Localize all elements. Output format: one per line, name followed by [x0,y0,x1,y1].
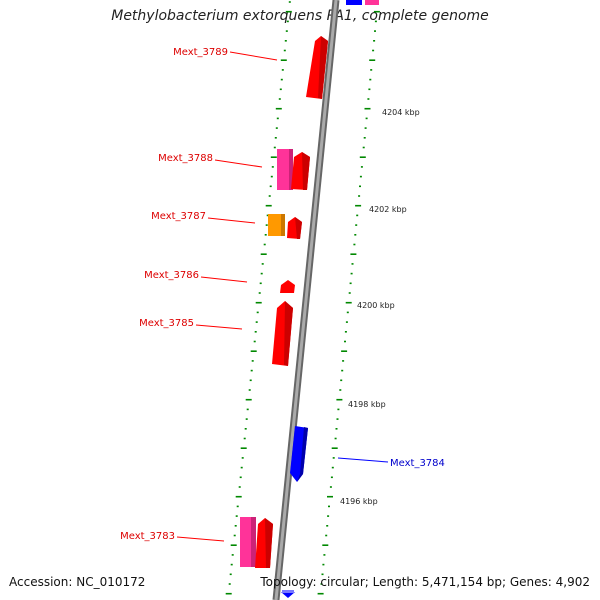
gene-label-mext-3784[interactable]: Mext_3784 [390,458,445,469]
right-tick-track [317,1,380,595]
gene-arrow-pink-2[interactable] [240,517,256,567]
gene-label-mext-3786[interactable]: Mext_3786 [144,270,199,281]
gene-arrow-mext-3784[interactable] [290,426,308,482]
gene-arrow-mext-3786[interactable] [280,280,295,293]
accession-text: Accession: NC_010172 [9,575,146,589]
kbp-label-4202: 4202 kbp [369,205,407,214]
gene-arrow-mext-3783[interactable] [255,518,273,568]
gene-label-mext-3788[interactable]: Mext_3788 [158,153,213,164]
gene-label-mext-3789[interactable]: Mext_3789 [173,47,228,58]
left-tick-track [225,1,292,595]
gene-arrow-mext-3789[interactable] [306,36,328,99]
kbp-label-4200: 4200 kbp [357,301,395,310]
gene-leader-lines [176,51,389,542]
gene-label-mext-3785[interactable]: Mext_3785 [139,318,194,329]
gene-label-mext-3783[interactable]: Mext_3783 [120,531,175,542]
gene-arrow-mext-3788[interactable] [291,152,310,190]
genome-summary-text: Topology: circular; Length: 5,471,154 bp… [260,575,590,589]
kbp-label-4204: 4204 kbp [382,108,420,117]
top-partial-features [346,0,379,5]
map-title: Methylobacterium extorquens PA1, complet… [111,8,489,24]
kbp-label-4196: 4196 kbp [340,497,378,506]
gene-label-mext-3787[interactable]: Mext_3787 [151,211,206,222]
genome-backbone [272,0,340,600]
kbp-label-4198: 4198 kbp [348,400,386,409]
gene-arrow-pink-1[interactable] [277,149,293,190]
bottom-partial-feature [281,590,295,598]
gene-arrow-mext-3785[interactable] [272,301,293,366]
gene-arrow-orange[interactable] [268,214,285,236]
gene-arrow-mext-3787[interactable] [287,217,302,239]
